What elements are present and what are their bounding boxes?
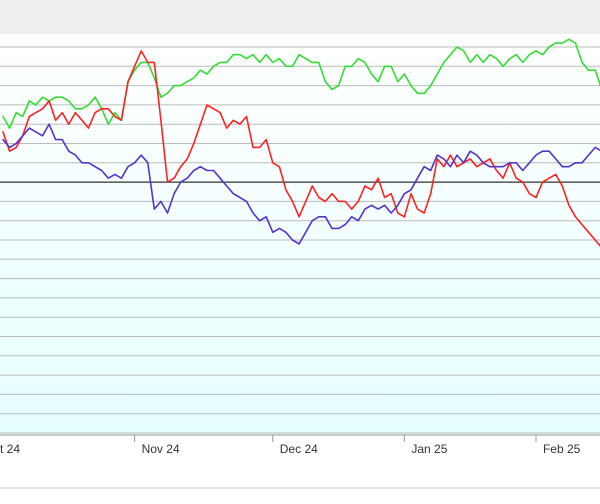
series-line-1 xyxy=(2,38,600,129)
grid-lines xyxy=(0,46,600,434)
header-bar xyxy=(0,0,600,34)
series-line-2 xyxy=(2,50,600,247)
x-axis: ct 24 Nov 24 Dec 24 Jan 25 Feb 25 xyxy=(0,434,600,456)
x-tick-label: Dec 24 xyxy=(280,442,318,456)
x-tick-label: ct 24 xyxy=(0,442,20,456)
series-line-3 xyxy=(2,123,600,245)
series-lines xyxy=(2,38,600,247)
x-tick-label: Nov 24 xyxy=(142,442,180,456)
x-tick-label: Jan 25 xyxy=(411,442,447,456)
x-tick-label: Feb 25 xyxy=(543,442,581,456)
plot-background xyxy=(0,34,600,435)
